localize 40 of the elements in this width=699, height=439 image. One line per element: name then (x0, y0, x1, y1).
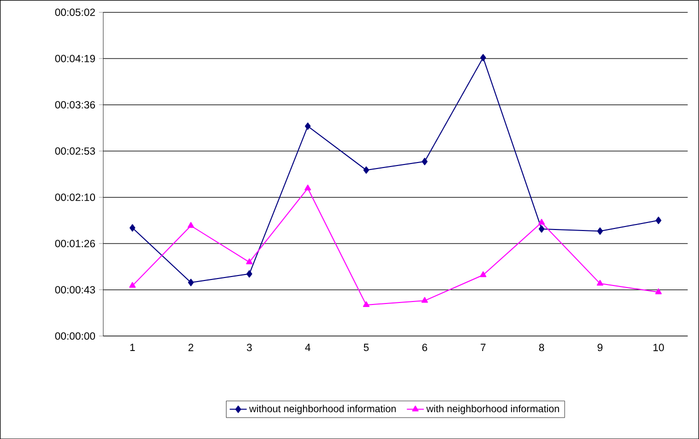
point (422, 158, 428, 166)
x-tick-label: 3 (246, 344, 252, 352)
x-tick-label: 1 (130, 344, 135, 351)
y-tick-label: 00:03:36 (55, 100, 95, 108)
x-tick-label: 5 (364, 344, 369, 351)
y-tick-label: 00:01:26 (55, 240, 95, 248)
point (362, 301, 370, 307)
point (421, 296, 428, 303)
y-tick-label: 00:02:53 (55, 147, 95, 155)
x-tick-label: 2 (188, 344, 194, 351)
point (656, 216, 662, 224)
y-tick-label: 00:02:10 (55, 193, 96, 201)
point (655, 288, 662, 294)
point (246, 258, 253, 264)
point (596, 280, 604, 286)
point (130, 224, 136, 232)
point (188, 278, 194, 286)
y-tick-label: 00:00:43 (55, 286, 95, 294)
x-tick-label: 9 (598, 344, 602, 352)
y-tick-label: 00:05:02 (55, 8, 95, 16)
point (597, 227, 603, 235)
x-tick-label: 10 (653, 344, 664, 352)
point (246, 270, 252, 278)
point (304, 184, 312, 190)
point (538, 218, 545, 225)
point (480, 54, 486, 62)
legend-label: without neighborhood information (249, 404, 396, 414)
point (480, 271, 486, 277)
y-tick-label: 00:00:00 (55, 332, 96, 340)
x-tick-label: 8 (539, 344, 544, 352)
point (538, 225, 544, 233)
point (188, 222, 194, 228)
x-tick-label: 7 (480, 344, 486, 351)
x-tick-label: 6 (422, 344, 428, 352)
point (363, 166, 370, 174)
legend-label: with neighborhood information (426, 404, 560, 414)
y-tick-label: 00:04:19 (55, 54, 95, 62)
point (129, 282, 136, 288)
x-tick-label: 4 (305, 344, 310, 351)
point (304, 122, 311, 130)
